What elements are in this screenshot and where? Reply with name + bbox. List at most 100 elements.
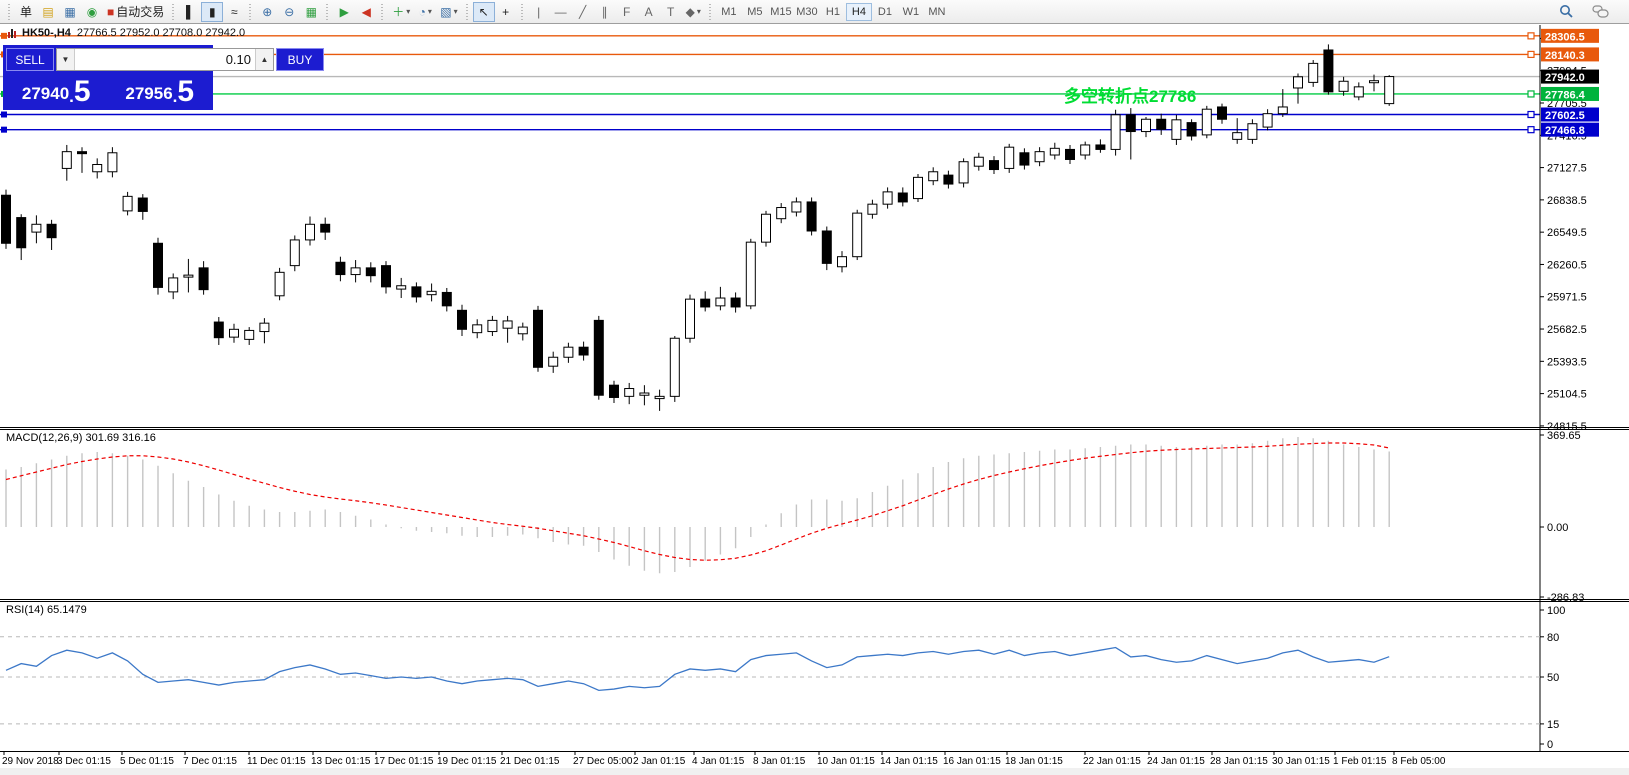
candle-body <box>1323 49 1334 93</box>
text-label-icon[interactable]: T <box>660 2 682 22</box>
auto-scroll-icon[interactable]: ▶ <box>333 2 355 22</box>
indicators-icon-glyph: ＋ <box>392 5 405 19</box>
text-icon[interactable]: A <box>638 2 660 22</box>
time-tick-label: 4 Jan 01:15 <box>692 756 745 767</box>
tile-windows-icon-glyph: ▦ <box>305 4 317 19</box>
price-badge <box>1541 107 1599 122</box>
level-endpoint-marker[interactable] <box>1527 110 1535 119</box>
candle-body <box>92 164 103 173</box>
equidistant-channel-icon[interactable]: ∥ <box>594 2 616 22</box>
buy-price-main: 27956 <box>125 84 173 103</box>
level-endpoint-marker[interactable] <box>1527 32 1535 40</box>
candle-body <box>213 321 224 339</box>
candle-body <box>989 160 999 171</box>
chart-header: HK50-,H4 27766.5 27952.0 27708.0 27942.0 <box>8 27 245 39</box>
level-endpoint-marker[interactable] <box>1527 90 1535 98</box>
tile-windows-icon[interactable]: ▦ <box>300 2 322 22</box>
timeframe-button-w1[interactable]: W1 <box>902 5 920 18</box>
volume-increase-button[interactable]: ▲ <box>255 49 273 70</box>
level-endpoint-marker[interactable] <box>1527 126 1535 134</box>
rsi-tick-label: 0 <box>1547 739 1553 751</box>
volume-decrease-button[interactable]: ▼ <box>57 49 75 70</box>
arrows-icon[interactable]: ◆ ▾ <box>682 2 705 22</box>
level-endpoint-marker[interactable] <box>1 126 7 133</box>
templates-icon[interactable]: ▧ ▾ <box>436 2 461 22</box>
buy-price-display[interactable]: 27956. 5 <box>109 73 210 109</box>
timeframe-button-m5[interactable]: M5 <box>747 5 763 18</box>
chat-icon[interactable] <box>1588 2 1613 22</box>
panel-splitter[interactable] <box>0 598 1629 604</box>
autotrade-button[interactable]: ■ 自动交易 <box>103 2 168 22</box>
zoom-out-icon-glyph: ⊖ <box>284 4 295 19</box>
sell-price-display[interactable]: 27940. 5 <box>6 73 107 109</box>
chart-background <box>0 24 1629 775</box>
timeframe-button-d1[interactable]: D1 <box>877 5 892 18</box>
candle-body <box>1262 113 1273 128</box>
sell-price-dot: . <box>69 87 74 106</box>
candle-body <box>1217 106 1227 120</box>
level-endpoint-marker[interactable] <box>1 111 7 118</box>
dropdown-caret-icon: ▾ <box>696 7 701 16</box>
candle-body <box>669 337 680 397</box>
candle-body <box>1338 80 1349 92</box>
signals-icon[interactable]: ◉ <box>81 2 103 22</box>
rsi-indicator-label: RSI(14) 65.1479 <box>6 604 87 616</box>
dropdown-caret-icon: ▾ <box>427 7 432 16</box>
autotrade-label: 自动交易 <box>116 5 165 19</box>
new-order-button[interactable]: 单 <box>15 2 37 22</box>
toolbar-grip <box>519 3 525 20</box>
rsi-tick-label: 15 <box>1547 719 1559 731</box>
line-chart-icon[interactable]: ≈ <box>223 2 245 22</box>
candle-body <box>700 298 711 308</box>
price-tick-label: 27127.5 <box>1547 163 1587 175</box>
level-endpoint-marker[interactable] <box>1527 50 1535 59</box>
candle-body <box>776 207 787 220</box>
cursor-icon[interactable]: ↖ <box>472 1 495 22</box>
candle-body <box>320 223 331 233</box>
panel-splitter[interactable] <box>0 426 1629 432</box>
fibonacci-icon[interactable]: F <box>616 2 638 22</box>
toolbar-grip <box>325 3 331 20</box>
timeframe-button-m1[interactable]: M1 <box>721 5 737 18</box>
candle-body <box>1384 76 1395 105</box>
timeframe-button-m15[interactable]: M15 <box>770 5 792 18</box>
candle-body <box>1 194 11 244</box>
fibonacci-icon-glyph: F <box>622 4 631 19</box>
horizontal-line-icon[interactable]: — <box>550 2 572 22</box>
price-badge <box>1541 69 1599 84</box>
candle-body <box>1156 118 1167 130</box>
indicators-icon[interactable]: ＋ ▾ <box>388 2 414 22</box>
buy-price-dot: . <box>172 87 178 106</box>
zoom-out-icon[interactable]: ⊖ <box>278 2 300 22</box>
periods-icon[interactable]: ◔ ▾ <box>414 2 436 22</box>
candle-body <box>1186 122 1197 137</box>
level-endpoint-marker[interactable] <box>1 32 7 39</box>
time-tick-label: 24 Jan 01:15 <box>1147 756 1205 767</box>
candle-body <box>715 297 726 307</box>
market-watch-icon[interactable]: ▤ <box>37 2 59 22</box>
candle-body <box>1065 148 1075 160</box>
navigator-icon[interactable]: ▦ <box>59 2 81 22</box>
search-icon[interactable] <box>1555 2 1578 22</box>
price-badge-label: 27942.0 <box>1545 72 1585 84</box>
toolbar-right <box>1555 2 1625 22</box>
zoom-in-icon[interactable]: ⊕ <box>256 2 278 22</box>
candle-body <box>274 271 285 297</box>
candlestick-chart-icon[interactable]: ▮ <box>201 1 224 22</box>
bar-chart-icon[interactable]: ▌ <box>179 2 201 22</box>
time-tick-label: 29 Nov 2018 <box>2 756 59 767</box>
trendline-icon[interactable]: ╱ <box>572 2 594 22</box>
timeframe-button-mn[interactable]: MN <box>928 5 946 18</box>
price-badge-label: 28306.5 <box>1545 31 1585 43</box>
timeframe-button-h1[interactable]: H1 <box>825 5 840 18</box>
vertical-line-icon[interactable]: | <box>528 2 550 22</box>
chart-shift-icon[interactable]: ◀ <box>355 2 377 22</box>
volume-input[interactable] <box>75 49 255 70</box>
timeframe-button-m30[interactable]: M30 <box>796 5 818 18</box>
timeframe-button-h4[interactable]: H4 <box>845 2 872 21</box>
buy-button[interactable]: BUY <box>276 48 324 71</box>
crosshair-icon[interactable]: + <box>495 2 517 22</box>
horizontal-line-icon-glyph: — <box>554 4 567 19</box>
sell-button[interactable]: SELL <box>6 48 54 71</box>
